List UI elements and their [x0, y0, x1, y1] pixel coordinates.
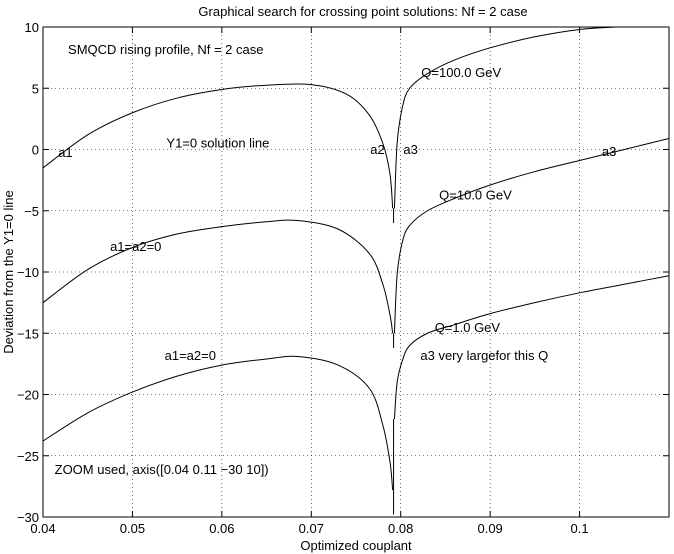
x-tick-label: 0.05: [120, 521, 145, 536]
annotation: a1=a2=0: [110, 239, 161, 254]
chart-title: Graphical search for crossing point solu…: [198, 4, 527, 19]
grid: [43, 27, 669, 517]
series-line-q-100-0-gev-left: [43, 83, 394, 209]
x-tick-label: 0.1: [571, 521, 589, 536]
y-tick-label: 0: [32, 143, 39, 158]
series-line-q-100-0-gev-right: [393, 27, 616, 209]
y-tick-label: −30: [17, 510, 39, 525]
series-line-q-1-0-gev-right: [393, 275, 669, 420]
annotation: a1: [58, 145, 72, 160]
y-tick-label: 5: [32, 81, 39, 96]
x-axis-label: Optimized couplant: [300, 538, 412, 553]
annotation: SMQCD rising profile, Nf = 2 case: [68, 42, 263, 57]
y-tick-label: 10: [25, 20, 39, 35]
x-tick-label: 0.04: [30, 521, 55, 536]
x-tick-label: 0.08: [388, 521, 413, 536]
annotation: a3: [403, 142, 417, 157]
axis-ticks: 0.04 0.05 0.06 0.07 0.08 0.09 0.1 10 5 0 −5 −10 −15 −…: [17, 20, 669, 536]
x-tick-label: 0.06: [209, 521, 234, 536]
annotations: SMQCD rising profile, Nf = 2 case Q=100.0…: [55, 42, 617, 477]
annotation: Y1=0 solution line: [166, 136, 269, 151]
annotation: Q=100.0 GeV: [421, 65, 501, 80]
annotation: a3 very largefor this Q: [420, 348, 548, 363]
y-axis-label: Deviation from the Y1=0 line: [1, 190, 16, 353]
y-tick-label: −10: [17, 265, 39, 280]
annotation: Q=10.0 GeV: [439, 188, 512, 203]
series-curves: [43, 27, 669, 515]
annotation: a2: [370, 142, 384, 157]
annotation: ZOOM used, axis([0.04 0.11 −30 10]): [55, 462, 269, 477]
y-tick-label: −15: [17, 326, 39, 341]
x-tick-label: 0.07: [299, 521, 324, 536]
annotation: a1=a2=0: [165, 348, 216, 363]
y-tick-label: −20: [17, 388, 39, 403]
annotation: a3: [602, 144, 616, 159]
annotation: Q=1.0 GeV: [435, 320, 501, 335]
series-line-q-1-0-gev-left: [43, 355, 394, 491]
y-tick-label: −25: [17, 449, 39, 464]
x-tick-label: 0.09: [477, 521, 502, 536]
y-tick-label: −5: [24, 204, 39, 219]
series-line-q-10-0-gev-right: [393, 137, 669, 334]
series-line-q-10-0-gev-left: [43, 219, 394, 334]
